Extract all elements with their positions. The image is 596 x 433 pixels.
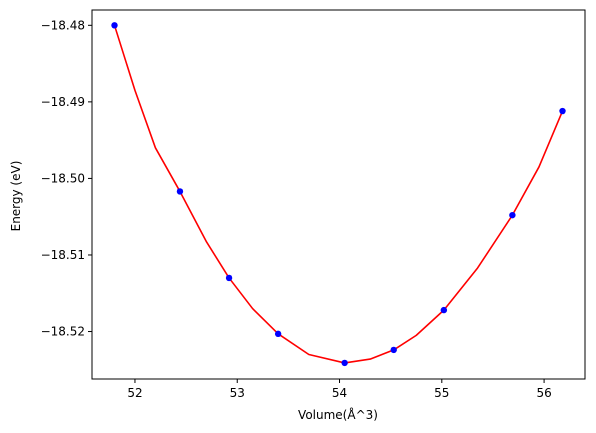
y-tick-label: −18.51	[41, 248, 85, 262]
data-point	[390, 346, 397, 354]
y-tick-label: −18.50	[41, 171, 85, 185]
data-point	[274, 330, 282, 338]
x-tick-label: 55	[434, 386, 449, 400]
y-axis: −18.48 −18.49 −18.50 −18.51 −18.52	[41, 18, 92, 339]
y-tick-label: −18.49	[41, 95, 85, 109]
data-point	[440, 306, 448, 314]
fit-curve-layer	[113, 25, 564, 364]
plot-area	[92, 10, 585, 379]
data-point	[225, 274, 233, 282]
x-tick-label: 56	[536, 386, 551, 400]
fit-curve	[113, 25, 564, 364]
data-points-layer	[111, 22, 566, 367]
data-point	[341, 359, 348, 367]
plot-frame	[91, 9, 586, 380]
x-tick-label: 54	[332, 386, 347, 400]
y-tick-label: −18.48	[41, 18, 85, 32]
data-point	[509, 211, 516, 219]
data-point	[176, 188, 184, 195]
x-tick-label: 53	[230, 386, 245, 400]
y-axis-label: Energy (eV)	[9, 161, 23, 232]
x-tick-label: 52	[127, 386, 142, 400]
x-axis: 52 53 54 55 56	[127, 379, 552, 400]
y-tick-label: −18.52	[41, 325, 85, 339]
x-axis-label: Volume(Å^3)	[298, 407, 378, 422]
data-point	[559, 107, 566, 115]
data-point	[111, 22, 118, 29]
